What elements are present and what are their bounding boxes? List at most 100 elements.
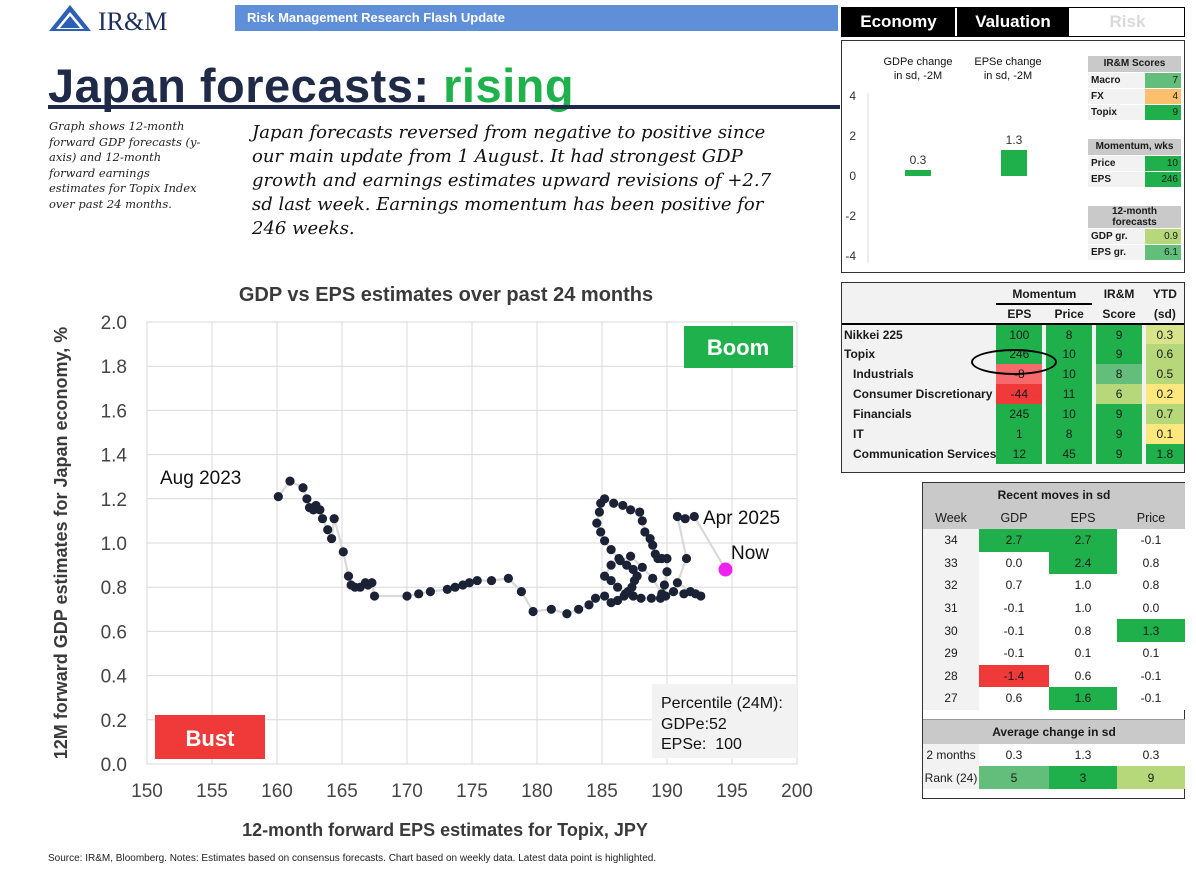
page-title: Japan forecasts: rising	[48, 58, 574, 113]
data-point	[315, 505, 325, 515]
scores-panel: GDPe change in sd, -2M EPSe change in sd…	[841, 40, 1185, 273]
header-irm: IR&M	[1103, 287, 1135, 301]
change-bar	[1001, 150, 1027, 176]
gdp-cell: 0.0	[979, 551, 1049, 575]
x-tick-label: 195	[716, 781, 748, 802]
irm-score: 6	[1095, 384, 1143, 404]
ytd-sd: 0.6	[1145, 344, 1184, 364]
bar-marks: 0.3 1.3	[905, 133, 1027, 176]
price-cell: 1.3	[1117, 619, 1185, 642]
col-week: Week	[923, 507, 979, 529]
week-cell: 27	[923, 687, 979, 710]
y-tick-label: 0.8	[101, 578, 127, 599]
change-bar	[905, 170, 931, 176]
week-cell: 30	[923, 619, 979, 642]
latest-data-point	[718, 562, 733, 577]
data-point	[680, 514, 690, 524]
momentum-weeks-title: Momentum, wks	[1088, 139, 1181, 156]
eps-cell: 0.1	[1049, 641, 1117, 665]
price-cell: 0.8	[1117, 551, 1185, 575]
col-eps: EPS	[1049, 507, 1117, 529]
forecast-value: 6.1	[1144, 244, 1181, 261]
row-name: Communication Services	[853, 447, 997, 461]
eps-momentum: 1	[996, 424, 1043, 444]
x-tick-label: 175	[456, 781, 488, 802]
recent-row: 33 0.0 2.4 0.8	[923, 551, 1185, 575]
data-point	[632, 571, 642, 581]
tab-economy[interactable]: Economy	[842, 8, 957, 36]
col-price: Price	[1117, 507, 1185, 529]
x-tick-labels: 150 155 160 165 170 175 180 185 190 195 200	[131, 781, 813, 802]
data-point	[464, 578, 474, 588]
data-point	[662, 567, 672, 577]
data-point	[329, 514, 339, 524]
data-point	[662, 553, 672, 564]
data-point	[636, 593, 646, 603]
eps-momentum: 100	[996, 324, 1043, 344]
data-point	[620, 589, 631, 599]
momentum-value: 10	[1144, 155, 1181, 172]
tab-bar: Economy Valuation Risk	[841, 7, 1185, 37]
irm-score: 9	[1095, 424, 1143, 444]
data-point	[327, 533, 337, 544]
x-axis-label: 12-month forward EPS estimates for Topix…	[242, 820, 648, 840]
data-point	[609, 498, 619, 508]
ytd-sd: 1.8	[1145, 444, 1184, 464]
col-gdp: GDP	[979, 507, 1049, 529]
data-point	[546, 604, 556, 614]
score-value: 7	[1144, 72, 1181, 89]
score-label: Topix	[1088, 104, 1145, 121]
data-point	[600, 591, 610, 601]
data-point	[659, 580, 670, 590]
bar-y-tick: 4	[849, 89, 856, 103]
price-momentum: 11	[1045, 384, 1093, 404]
eps-momentum: 12	[996, 444, 1043, 464]
week-cell: 33	[923, 551, 979, 575]
momentum-row: Consumer Discretionary -44 11 6 0.2	[842, 384, 1184, 404]
recent-row: 34 2.7 2.7 -0.1	[923, 529, 1185, 552]
change-bar-label: 0.3	[910, 153, 927, 167]
average-row: 2 months 0.3 1.3 0.3	[923, 743, 1185, 767]
avg-price: 0.3	[1117, 743, 1185, 767]
average-row: Rank (24) 5 3 9	[923, 766, 1185, 789]
data-point	[606, 575, 616, 586]
avg-label: 2 months	[923, 743, 979, 767]
recent-row: 29 -0.1 0.1 0.1	[923, 641, 1185, 665]
score-value: 9	[1144, 104, 1181, 121]
eps-cell: 2.4	[1049, 551, 1117, 575]
annotation-apr: Apr 2025	[703, 508, 780, 529]
y-tick-labels: 0.0 0.2 0.4 0.6 0.8 1.0 1.2 1.4 1.6 1.8 2.0	[101, 313, 128, 776]
side-note: Graph shows 12-month forward GDP forecas…	[49, 119, 201, 211]
data-point	[574, 604, 584, 614]
recent-row: 31 -0.1 1.0 0.0	[923, 596, 1185, 620]
row-name: Topix	[844, 347, 876, 361]
page-title-highlight: rising	[443, 59, 575, 112]
gdp-cell: -1.4	[979, 664, 1049, 688]
x-tick-label: 185	[586, 781, 618, 802]
tab-valuation[interactable]: Valuation	[957, 8, 1071, 36]
data-point	[640, 527, 650, 537]
forecast-label: EPS gr.	[1088, 244, 1145, 261]
row-name: Industrials	[853, 367, 914, 381]
gdp-cell: 0.7	[979, 574, 1049, 597]
price-cell: 0.8	[1117, 574, 1185, 597]
change-bar-label: 1.3	[1006, 133, 1023, 147]
avg-title: Average change in sd	[923, 719, 1185, 744]
y-tick-label: 0.4	[101, 667, 128, 688]
x-tick-label: 190	[651, 781, 683, 802]
annotation-now: Now	[731, 543, 769, 564]
data-points	[273, 476, 733, 619]
momentum-row: Nikkei 225 100 8 9 0.3	[842, 324, 1184, 344]
bar-y-ticks: 4 2 0 -2 -4	[845, 89, 856, 263]
row-name: Financials	[853, 407, 912, 421]
price-cell: 0.1	[1117, 641, 1185, 665]
header-momentum: Momentum	[996, 284, 1093, 305]
data-point	[685, 587, 696, 597]
data-point	[425, 587, 435, 597]
row-name: IT	[853, 427, 864, 441]
tab-risk[interactable]: Risk	[1071, 8, 1184, 36]
x-tick-label: 180	[521, 781, 553, 802]
data-point	[338, 547, 348, 557]
scatter-chart: GDP vs EPS estimates over past 24 months…	[51, 284, 813, 840]
header-bar: Risk Management Research Flash Update	[235, 5, 838, 31]
